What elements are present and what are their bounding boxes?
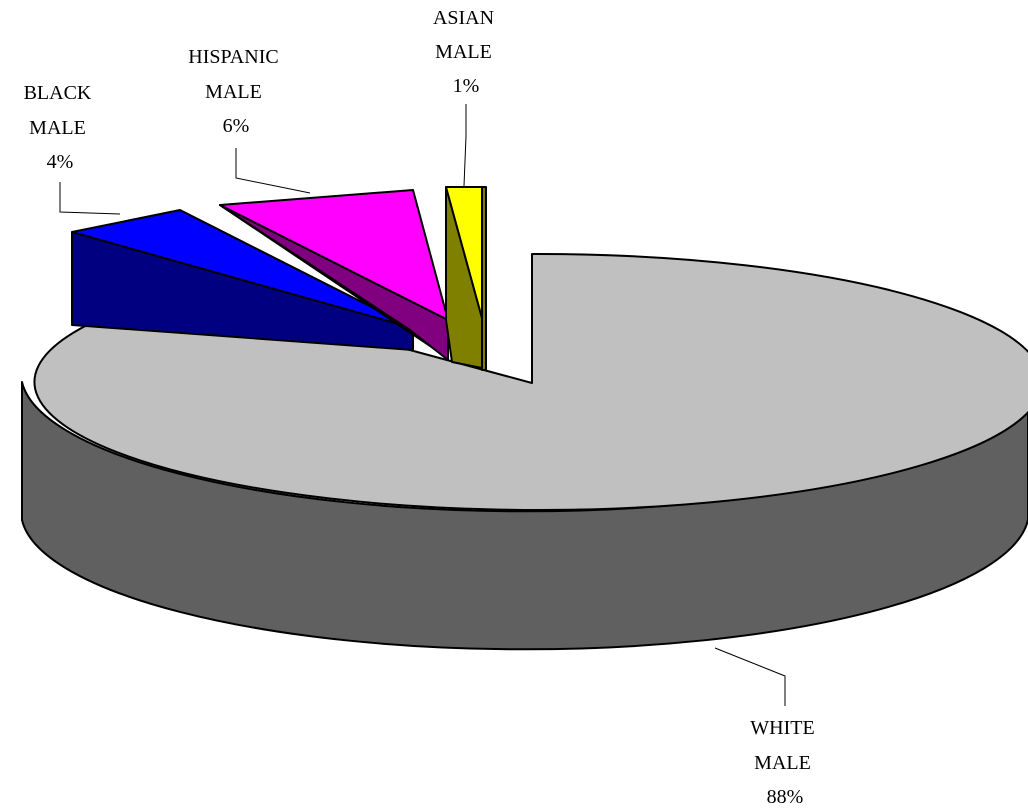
leader-line-black-male [59, 182, 121, 215]
slice-black-male[interactable] [71, 209, 414, 351]
slice-asian-male-edge [481, 186, 487, 371]
leader-line-white-male [714, 647, 786, 706]
slice-white-male-side [21, 381, 1028, 651]
data-label-hispanic-male-line1: HISPANIC [188, 46, 278, 68]
data-label-white-male-line1: WHITE [750, 717, 814, 739]
data-label-white-male-line3: 88% [767, 786, 804, 808]
slice-black-male-top [71, 209, 414, 329]
data-label-asian-male: ASIAN MALE 1% [433, 7, 499, 97]
data-label-black-male: BLACK MALE 4% [24, 82, 97, 173]
data-label-black-male-line1: BLACK [24, 82, 92, 104]
data-label-white-male-line2: MALE [754, 752, 811, 774]
data-label-black-male-line3: 4% [47, 151, 74, 173]
data-label-hispanic-male-line3: 6% [223, 115, 250, 137]
data-label-asian-male-line2: MALE [435, 41, 492, 63]
slice-hispanic-male[interactable] [219, 189, 449, 361]
data-label-hispanic-male-line2: MALE [205, 81, 262, 103]
data-label-asian-male-line1: ASIAN [433, 7, 494, 29]
data-label-asian-male-line3: 1% [453, 75, 480, 97]
slice-hispanic-male-top [219, 189, 449, 321]
data-label-hispanic-male: HISPANIC MALE 6% [188, 46, 283, 137]
slice-asian-male[interactable] [445, 186, 487, 371]
data-label-black-male-line2: MALE [29, 117, 86, 139]
data-label-white-male: WHITE MALE 88% [750, 717, 819, 808]
leader-line-hispanic-male [235, 148, 311, 194]
leader-line-asian-male [463, 104, 467, 187]
